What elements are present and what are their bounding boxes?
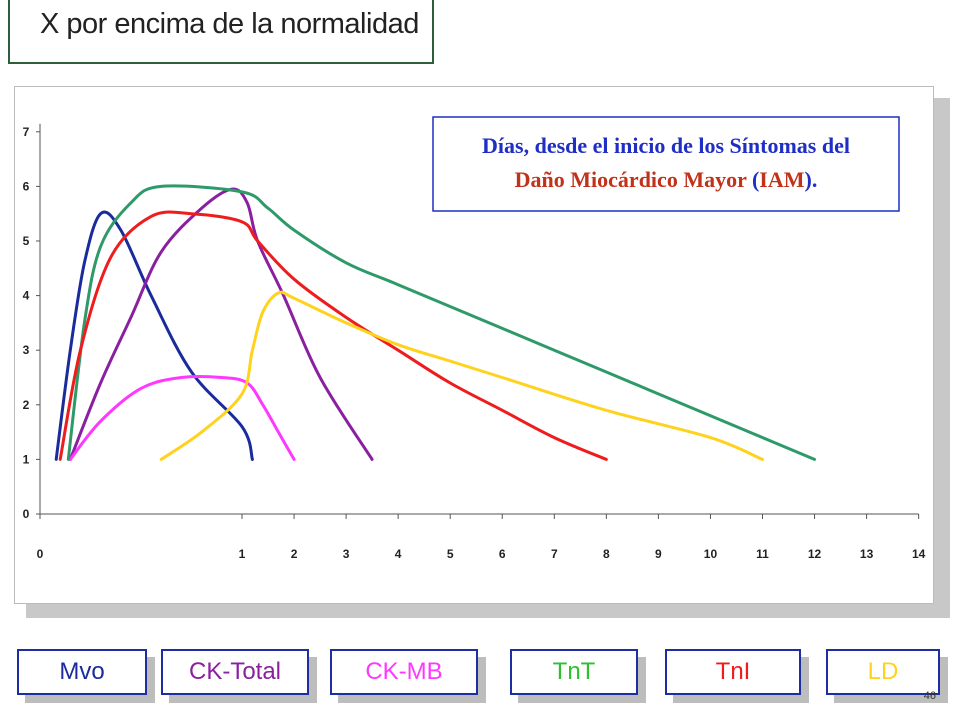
series-line-mvo	[54, 210, 254, 461]
y-tick-label: 5	[23, 234, 30, 248]
slide-title: X por encima de la normalidad	[40, 8, 419, 40]
y-tick-label: 0	[23, 507, 30, 521]
y-tick-label: 4	[23, 289, 30, 303]
x-tick-label: 6	[499, 547, 506, 561]
slide-title-box: X por encima de la normalidad	[8, 0, 434, 64]
series-line-ck-mb	[68, 374, 296, 461]
chart-title-line2: Daño Miocárdico Mayor (IAM).	[515, 167, 818, 192]
chart-title-box: Días, desde el inicio de los Síntomas de…	[432, 116, 900, 212]
x-tick-label: 3	[343, 547, 350, 561]
chart-title-frame	[432, 116, 900, 212]
legend-item-tnt: TnT	[510, 649, 638, 695]
chart-title-paren-open: (	[746, 167, 759, 192]
x-tick-label: 13	[860, 547, 874, 561]
y-tick-label: 6	[23, 179, 30, 193]
chart-title-part2: IAM	[759, 167, 804, 192]
page-number: 46	[923, 690, 936, 702]
x-tick-label: 12	[808, 547, 822, 561]
x-tick-label: 0	[37, 547, 44, 561]
y-tick-label: 7	[23, 125, 30, 139]
legend-item-tni: TnI	[665, 649, 801, 695]
x-tick-label: 4	[395, 547, 402, 561]
chart-title-line1: Días, desde el inicio de los Síntomas de…	[482, 133, 850, 158]
series-lines	[54, 184, 816, 461]
x-tick-label: 9	[655, 547, 662, 561]
x-tick-label: 5	[447, 547, 454, 561]
legend-item-ck-mb: CK-MB	[330, 649, 478, 695]
y-tick-label: 2	[23, 398, 30, 412]
legend-item-ld: LD	[826, 649, 940, 695]
chart-title-part1: Daño Miocárdico Mayor	[515, 167, 747, 192]
x-tick-label: 8	[603, 547, 610, 561]
x-tick-label: 1	[239, 547, 246, 561]
x-tick-label: 7	[551, 547, 558, 561]
series-line-ck-total	[68, 187, 374, 461]
x-tick-label: 11	[756, 547, 769, 561]
series-line-tni	[58, 210, 608, 461]
series-line-tnt	[66, 184, 816, 461]
chart-frame: 0 1 2 3 4 5 6 7 0 1 2 3 4 5 6 7 8 9 10 11 12 13 14 Días, desde…	[14, 86, 934, 604]
x-tick-label: 10	[704, 547, 718, 561]
x-tick-label: 14	[912, 547, 926, 561]
series-line-ld	[159, 290, 764, 461]
chart-title-paren-close: ).	[805, 167, 818, 192]
legend-item-ck-total: CK-Total	[161, 649, 309, 695]
y-tick-label: 3	[23, 343, 30, 357]
x-tick-label: 2	[291, 547, 298, 561]
y-tick-label: 1	[23, 452, 30, 466]
legend-item-mvo: Mvo	[17, 649, 147, 695]
